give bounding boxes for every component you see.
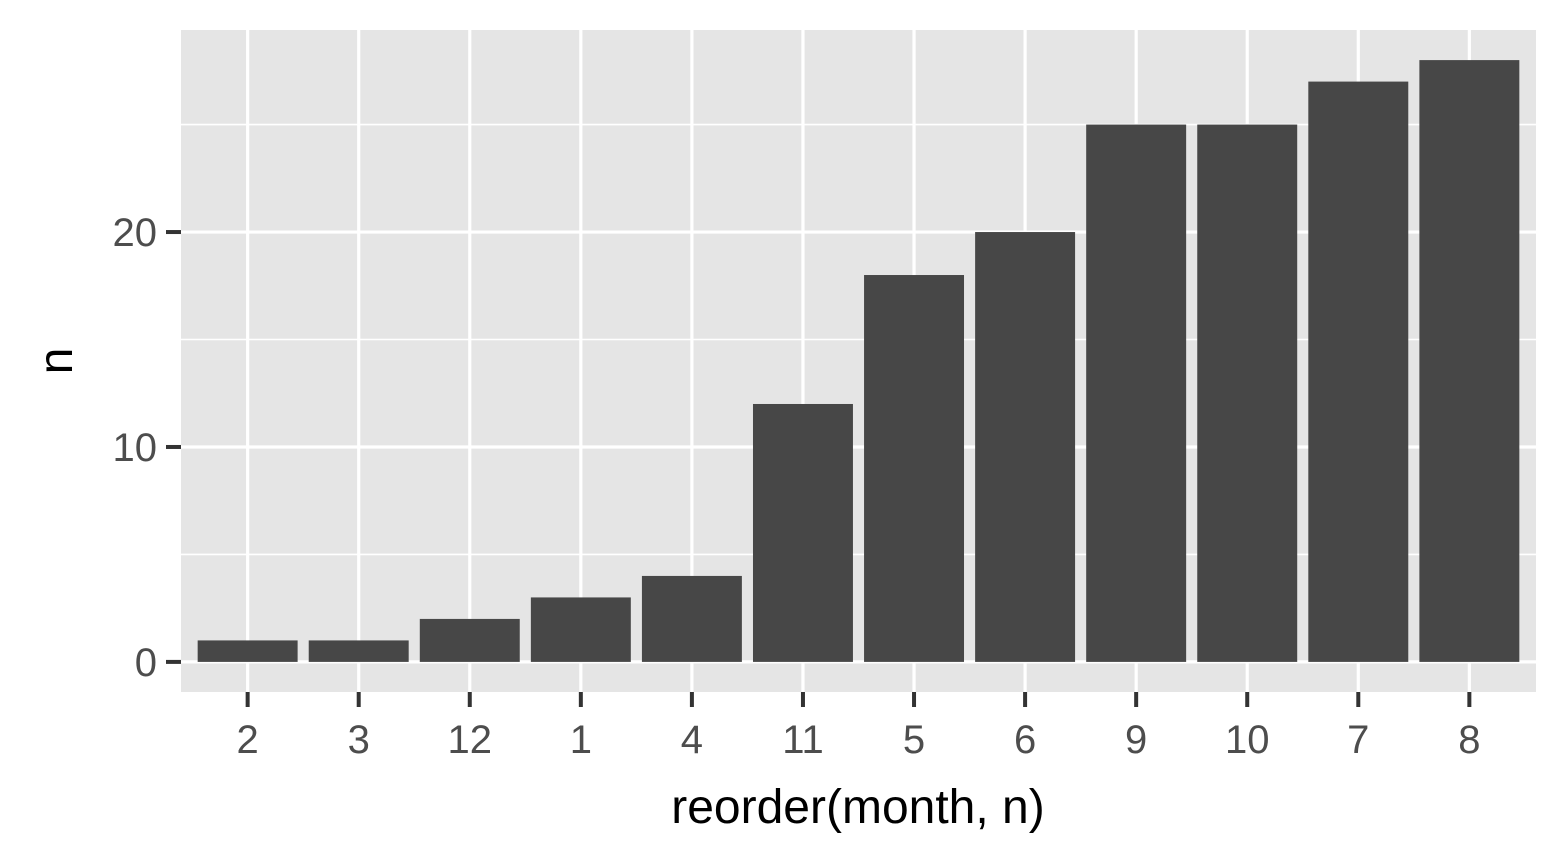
x-tick-label-6: 6 [1014,718,1036,762]
y-tick-label-20: 20 [113,211,158,255]
bar-2 [197,640,298,662]
bar-6 [975,232,1076,662]
x-tick-label-4: 4 [681,718,703,762]
y-tick-label-10: 10 [113,426,158,470]
x-tick-label-10: 10 [1225,718,1270,762]
bar-10 [1197,124,1298,662]
x-tick-label-12: 12 [448,718,493,762]
x-axis: 2 3 12 1 4 11 5 6 9 10 7 8 [237,692,1480,762]
bar-11 [752,403,853,662]
y-axis-title: n [30,348,83,375]
x-tick-label-8: 8 [1458,718,1480,762]
bar-3 [308,640,409,662]
x-tick-label-3: 3 [348,718,370,762]
x-axis-title: reorder(month, n) [671,781,1044,834]
x-tick-label-9: 9 [1125,718,1147,762]
x-tick-label-11: 11 [782,718,824,762]
x-tick-label-5: 5 [903,718,925,762]
bars [197,60,1520,662]
bar-1 [530,597,631,662]
bar-8 [1419,60,1520,662]
bar-7 [1308,81,1409,662]
x-tick-label-1: 1 [570,718,592,762]
bar-9 [1086,124,1187,662]
y-tick-label-0: 0 [135,641,157,685]
y-axis: 0 10 20 [113,211,181,685]
bar-5 [864,275,965,662]
bar-4 [641,575,742,662]
bar-12 [419,618,520,662]
x-tick-label-2: 2 [237,718,259,762]
x-tick-label-7: 7 [1347,718,1369,762]
